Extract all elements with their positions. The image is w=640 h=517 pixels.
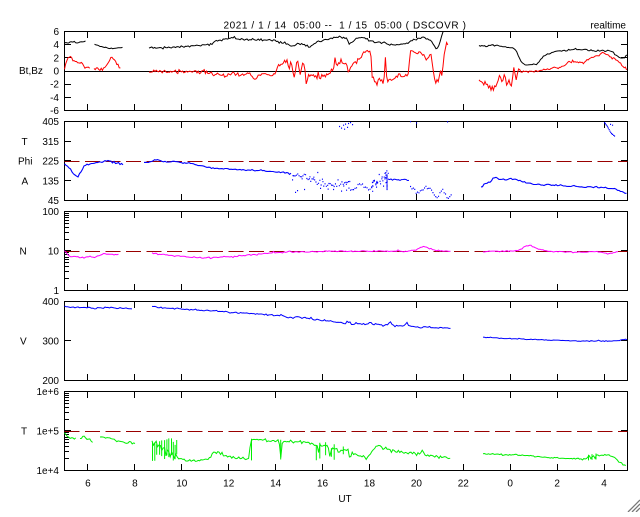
svg-text:300: 300 bbox=[42, 337, 59, 348]
svg-text:10: 10 bbox=[48, 247, 60, 258]
svg-text:225: 225 bbox=[42, 157, 59, 168]
svg-text:realtime: realtime bbox=[590, 21, 626, 32]
svg-text:6: 6 bbox=[53, 27, 59, 38]
svg-text:V: V bbox=[20, 337, 27, 348]
svg-text:18: 18 bbox=[364, 479, 376, 490]
svg-text:100: 100 bbox=[42, 207, 59, 218]
svg-text:45: 45 bbox=[48, 196, 60, 207]
svg-text:315: 315 bbox=[42, 137, 59, 148]
svg-text:16: 16 bbox=[317, 479, 329, 490]
svg-text:4: 4 bbox=[601, 479, 607, 490]
svg-text:6: 6 bbox=[85, 479, 91, 490]
svg-text:A: A bbox=[22, 176, 29, 187]
svg-text:14: 14 bbox=[270, 479, 282, 490]
svg-text:2021 / 1 / 14 05:00 -- 1 / 1: 2021 / 1 / 14 05:00 -- 1 / 15 05:00 ( DS… bbox=[224, 21, 467, 32]
svg-text:135: 135 bbox=[42, 176, 59, 187]
svg-text:1e+5: 1e+5 bbox=[36, 427, 59, 438]
svg-text:1e+6: 1e+6 bbox=[36, 387, 59, 398]
svg-text:4: 4 bbox=[53, 40, 59, 51]
svg-text:T: T bbox=[21, 427, 27, 438]
svg-text:200: 200 bbox=[42, 376, 59, 387]
svg-text:2: 2 bbox=[554, 479, 560, 490]
svg-text:-4: -4 bbox=[50, 93, 59, 104]
svg-text:UT: UT bbox=[338, 494, 351, 505]
svg-text:12: 12 bbox=[223, 479, 235, 490]
svg-text:20: 20 bbox=[411, 479, 423, 490]
svg-text:T: T bbox=[22, 137, 28, 148]
svg-text:8: 8 bbox=[132, 479, 138, 490]
svg-text:-2: -2 bbox=[50, 80, 59, 91]
svg-text:10: 10 bbox=[176, 479, 188, 490]
svg-text:405: 405 bbox=[42, 117, 59, 128]
svg-text:1: 1 bbox=[53, 286, 59, 297]
svg-text:Phi: Phi bbox=[18, 157, 32, 168]
svg-text:N: N bbox=[20, 247, 27, 258]
svg-text:-6: -6 bbox=[50, 106, 59, 117]
svg-text:22: 22 bbox=[458, 479, 470, 490]
svg-text:Bt,Bz: Bt,Bz bbox=[19, 66, 43, 77]
svg-text:400: 400 bbox=[42, 297, 59, 308]
svg-text:0: 0 bbox=[53, 67, 59, 78]
svg-text:0: 0 bbox=[507, 479, 513, 490]
svg-text:2: 2 bbox=[53, 53, 59, 64]
svg-text:1e+4: 1e+4 bbox=[36, 466, 59, 477]
